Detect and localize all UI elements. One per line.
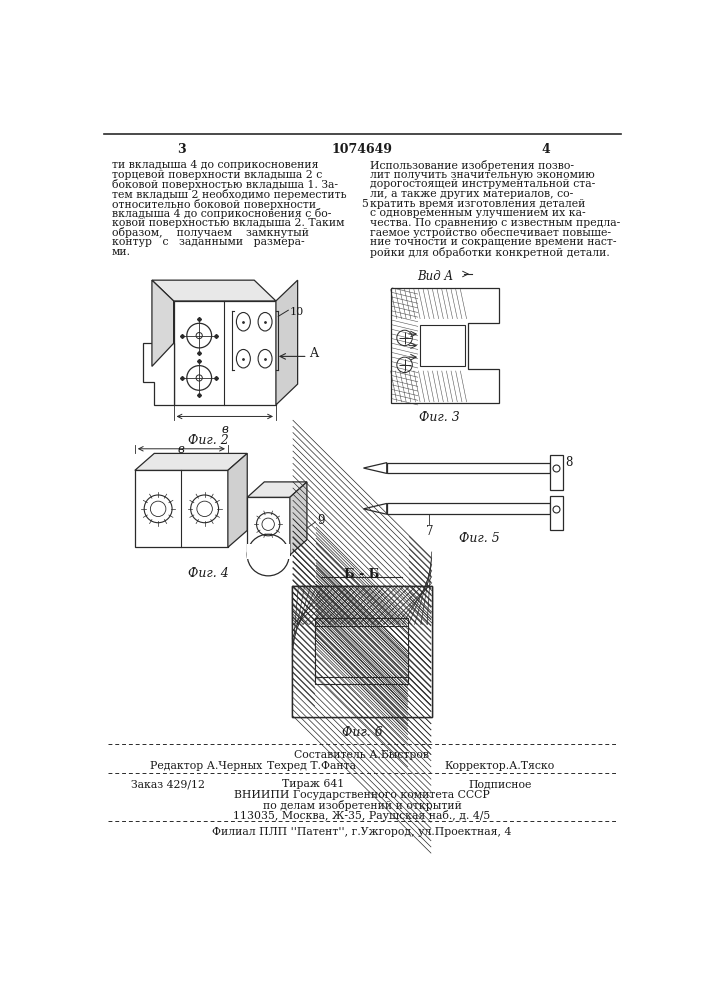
Bar — [316, 641, 408, 661]
Text: ВНИИПИ Государственного комитета СССР: ВНИИПИ Государственного комитета СССР — [234, 790, 490, 800]
Polygon shape — [363, 503, 387, 514]
Polygon shape — [152, 280, 276, 301]
Polygon shape — [174, 301, 276, 405]
Polygon shape — [276, 280, 298, 405]
Text: в: в — [221, 423, 228, 436]
Text: A: A — [309, 347, 318, 360]
Text: дорогостоящей инструментальной ста-: дорогостоящей инструментальной ста- — [370, 179, 595, 189]
Text: 9: 9 — [317, 514, 325, 527]
Text: ми.: ми. — [112, 247, 131, 257]
Text: ние точности и сокращение времени наст-: ние точности и сокращение времени наст- — [370, 237, 617, 247]
Text: с одновременным улучшением их ка-: с одновременным улучшением их ка- — [370, 208, 585, 218]
Text: тем вкладыш 2 необходимо переместить: тем вкладыш 2 необходимо переместить — [112, 189, 346, 200]
Text: 7: 7 — [426, 525, 433, 538]
Text: ройки для обработки конкретной детали.: ройки для обработки конкретной детали. — [370, 247, 609, 258]
Bar — [549, 455, 563, 490]
Polygon shape — [363, 463, 387, 473]
Text: относительно боковой поверхности: относительно боковой поверхности — [112, 199, 316, 210]
Text: Корректор.А.Тяско: Корректор.А.Тяско — [445, 761, 555, 771]
Text: ти вкладыша 4 до соприкосновения: ти вкладыша 4 до соприкосновения — [112, 160, 318, 170]
Bar — [292, 586, 432, 624]
Text: вкладыша 4 до соприкосновения с бо-: вкладыша 4 до соприкосновения с бо- — [112, 208, 331, 219]
Polygon shape — [135, 470, 228, 547]
Bar — [315, 618, 409, 684]
Text: ковой поверхностью вкладыша 2. Таким: ковой поверхностью вкладыша 2. Таким — [112, 218, 344, 228]
Text: образом,    получаем    замкнутый: образом, получаем замкнутый — [112, 227, 309, 238]
Text: Фиг. 2: Фиг. 2 — [188, 434, 229, 447]
Text: гаемое устройство обеспечивает повыше-: гаемое устройство обеспечивает повыше- — [370, 227, 611, 238]
Text: 5: 5 — [361, 199, 368, 209]
Text: 4: 4 — [542, 143, 550, 156]
Polygon shape — [247, 482, 307, 497]
Text: Техред Т.Фанта: Техред Т.Фанта — [267, 761, 356, 771]
Text: Тираж 641: Тираж 641 — [282, 779, 344, 789]
Text: 8: 8 — [565, 456, 573, 469]
Bar — [247, 544, 290, 559]
Text: Фиг. 3: Фиг. 3 — [419, 411, 460, 424]
Text: торцевой поверхности вкладыша 2 с: торцевой поверхности вкладыша 2 с — [112, 170, 322, 180]
Text: ли, а также других материалов, со-: ли, а также других материалов, со- — [370, 189, 573, 199]
Polygon shape — [290, 482, 307, 555]
Text: 10: 10 — [290, 307, 304, 317]
Text: 1074649: 1074649 — [332, 143, 392, 156]
Text: чества. По сравнению с известным предла-: чества. По сравнению с известным предла- — [370, 218, 620, 228]
Text: Фиг. 5: Фиг. 5 — [460, 532, 500, 545]
Text: Использование изобретения позво-: Использование изобретения позво- — [370, 160, 573, 171]
Polygon shape — [143, 343, 174, 405]
Text: контур   с   заданными   размера-: контур с заданными размера- — [112, 237, 304, 247]
Text: лит получить значительную экономию: лит получить значительную экономию — [370, 170, 595, 180]
Polygon shape — [228, 453, 247, 547]
Text: по делам изобретений и открытий: по делам изобретений и открытий — [262, 800, 462, 811]
Bar — [315, 626, 409, 677]
Text: Заказ 429/12: Заказ 429/12 — [131, 779, 205, 789]
Text: 113035, Москва, Ж-35, Раушская наб., д. 4/5: 113035, Москва, Ж-35, Раушская наб., д. … — [233, 810, 491, 821]
Text: Фиг. 4: Фиг. 4 — [188, 567, 229, 580]
Text: 3: 3 — [177, 143, 186, 156]
Bar — [549, 496, 563, 530]
Polygon shape — [391, 288, 499, 403]
Text: кратить время изготовления деталей: кратить время изготовления деталей — [370, 199, 585, 209]
Text: Филиал ПЛП ''Патент'', г.Ужгород, ул.Проектная, 4: Филиал ПЛП ''Патент'', г.Ужгород, ул.Про… — [212, 827, 512, 837]
Text: Подписное: Подписное — [468, 779, 532, 789]
Bar — [387, 503, 549, 514]
Text: Редактор А.Черных: Редактор А.Черных — [151, 761, 262, 771]
Bar — [292, 586, 432, 717]
Text: в: в — [178, 443, 185, 456]
Text: Вид A: Вид A — [418, 270, 454, 283]
Text: боковой поверхностью вкладыша 1. За-: боковой поверхностью вкладыша 1. За- — [112, 179, 338, 190]
Polygon shape — [135, 453, 247, 470]
Polygon shape — [152, 280, 174, 366]
Text: Фиг. 6: Фиг. 6 — [341, 726, 382, 739]
Bar — [292, 586, 432, 717]
Text: Составитель А.Быстров: Составитель А.Быстров — [294, 750, 429, 760]
Bar — [420, 325, 465, 366]
Polygon shape — [247, 497, 290, 555]
Text: Б - Б: Б - Б — [344, 568, 380, 581]
Bar — [387, 463, 549, 473]
